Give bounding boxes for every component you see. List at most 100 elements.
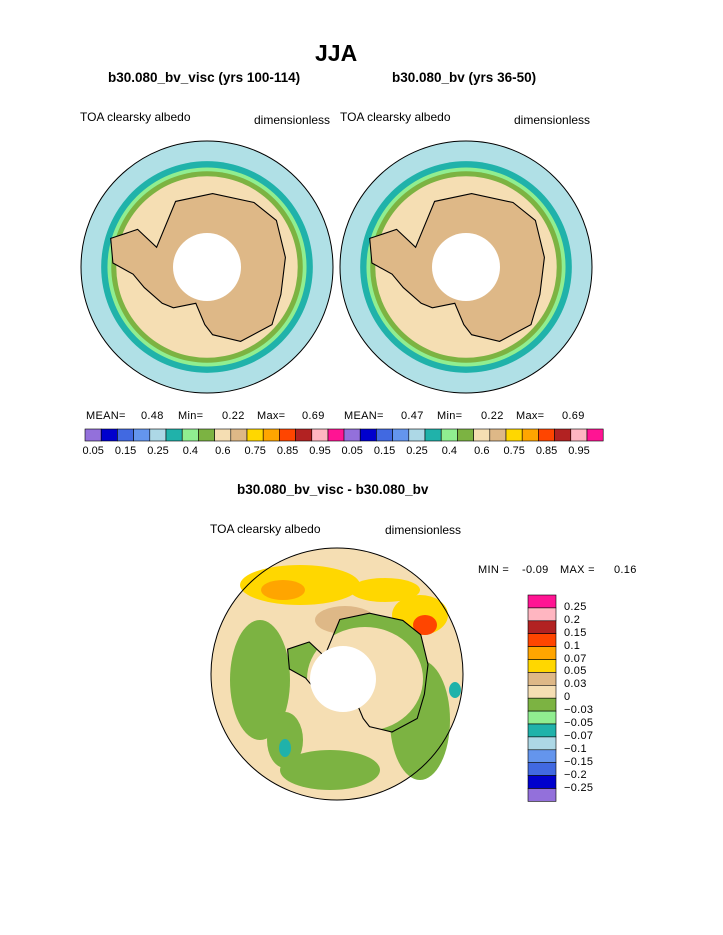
colorbar-tick-label: 0.75 [503, 445, 525, 457]
colorbar-tick-label: 0.85 [276, 445, 299, 457]
difference-colorbar-swatch-14 [527, 775, 557, 789]
panel-1-title: b30.080_bv_visc (yrs 100-114) [108, 70, 301, 85]
difference-colorbar-swatch-12 [527, 749, 557, 763]
difference-colorbar-tick-label: 0.15 [564, 626, 587, 639]
difference-colorbar-swatch-8 [527, 697, 557, 712]
difference-blob-2 [350, 578, 420, 602]
panel-3-left-label: TOA clearsky albedo [210, 522, 321, 536]
difference-colorbar-swatch-7 [527, 684, 557, 699]
difference-colorbar-tick-label: 0.03 [564, 678, 587, 691]
colorbar-swatch-2-6 [440, 428, 458, 442]
panel-2-min-label: Min= [437, 410, 463, 422]
colorbar-swatch-2-7 [457, 428, 474, 442]
difference-colorbar-tick-label: 0.2 [564, 613, 581, 626]
colorbar-swatch-2-15 [586, 428, 604, 442]
difference-colorbar-tick-label: −0.05 [564, 717, 594, 729]
colorbar-tick-label: 0.15 [373, 445, 396, 457]
colorbar-swatch-1-9 [230, 428, 248, 442]
panel-2-mean-label: MEAN= [344, 410, 384, 422]
difference-colorbar-tick-label: 0 [564, 691, 571, 704]
panel-3-right-label: dimensionless [385, 523, 462, 537]
difference-colorbar-tick-label: 0.1 [564, 639, 581, 652]
colorbar-swatch-1-3 [133, 428, 151, 442]
panel-2-left-label: TOA clearsky albedo [340, 110, 451, 124]
panel-2-max-value: 0.69 [562, 410, 585, 422]
map-border [210, 547, 464, 801]
difference-colorbar-tick-label: −0.2 [564, 768, 587, 781]
colorbar-tick-label: 0.75 [244, 445, 266, 457]
difference-blob-7 [230, 620, 290, 740]
colorbar-swatch-2-11 [521, 428, 539, 442]
colorbar-tick-label: 0.95 [309, 445, 331, 457]
difference-blob-11 [449, 682, 461, 698]
difference-colorbar-tick-label: 0.05 [564, 665, 587, 678]
colorbar-tick-label: 0.25 [406, 445, 428, 457]
panel-1-min-label: Min= [178, 410, 204, 422]
panel-1-min-value: 0.22 [222, 410, 245, 422]
map-panel-3 [210, 547, 464, 801]
colorbar-swatch-2-8 [473, 428, 491, 442]
panel-3-title: b30.080_bv_visc - b30.080_bv [237, 482, 429, 497]
difference-colorbar-swatch-6 [527, 672, 557, 686]
colorbar-tick-label: 0.6 [215, 445, 231, 457]
colorbar-swatch-1-6 [181, 428, 199, 442]
colorbar-swatch-2-14 [570, 428, 588, 442]
colorbar-swatch-1-7 [198, 428, 215, 442]
panel-1-right-label: dimensionless [254, 113, 331, 127]
panel-2-min-value: 0.22 [481, 410, 504, 422]
colorbar-tick-label: 0.25 [147, 445, 169, 457]
page-title: JJA [315, 40, 358, 66]
colorbar-swatch-1-14 [311, 428, 329, 442]
colorbar-swatch-1-8 [214, 428, 232, 442]
panel-1-mean-value: 0.48 [141, 410, 164, 422]
difference-colorbar-swatch-15 [527, 788, 557, 802]
colorbar-tick-label: 0.95 [568, 445, 590, 457]
polar-data-gap [310, 646, 376, 712]
colorbar-swatch-1-13 [295, 428, 313, 442]
difference-blob-1 [261, 580, 305, 600]
colorbar-swatch-2-13 [554, 428, 572, 442]
difference-colorbar-tick-label: −0.07 [564, 729, 594, 742]
colorbar-swatch-1-11 [262, 428, 280, 442]
colorbar-tick-label: 0.05 [82, 445, 104, 457]
coastline [110, 193, 286, 342]
difference-colorbar-swatch-2 [527, 620, 557, 634]
colorbar-swatch-2-2 [376, 428, 393, 442]
colorbar-swatch-2-3 [392, 428, 410, 442]
difference-colorbar-swatch-1 [527, 607, 557, 622]
difference-colorbar-swatch-9 [527, 710, 557, 725]
difference-colorbar-tick-label: −0.25 [564, 781, 594, 794]
difference-colorbar-swatch-10 [527, 723, 557, 738]
panel-2-right-label: dimensionless [514, 113, 591, 127]
colorbar-swatch-1-2 [117, 428, 134, 442]
panel-1-left-label: TOA clearsky albedo [80, 110, 191, 124]
difference-colorbar-swatch-4 [527, 646, 557, 660]
panel-2-max-label: Max= [516, 410, 545, 422]
difference-colorbar-swatch-0 [527, 594, 557, 609]
colorbar-swatch-2-12 [538, 428, 555, 442]
colorbar-swatch-2-5 [424, 428, 442, 442]
difference-blob-4 [413, 615, 437, 635]
difference-blob-10 [279, 739, 291, 757]
map-panel-1 [80, 140, 334, 394]
colorbar-swatch-1-0 [84, 428, 102, 442]
map-border [339, 140, 593, 394]
colorbar-swatch-1-12 [279, 428, 296, 442]
colorbar-tick-label: 0.05 [341, 445, 363, 457]
difference-colorbar-swatch-3 [527, 633, 557, 647]
colorbar-tick-label: 0.15 [114, 445, 137, 457]
difference-blob-12 [280, 750, 380, 790]
polar-data-gap [432, 233, 500, 301]
colorbar-swatch-2-10 [505, 428, 523, 442]
polar-data-gap [173, 233, 241, 301]
colorbar-swatch-1-1 [100, 428, 118, 442]
difference-colorbar-tick-label: −0.03 [564, 704, 594, 717]
colorbar-tick-label: 0.85 [535, 445, 558, 457]
difference-colorbar-swatch-5 [527, 659, 557, 673]
colorbar-swatch-2-0 [343, 428, 361, 442]
difference-colorbar-tick-label: −0.15 [564, 755, 594, 768]
panel-2-title: b30.080_bv (yrs 36-50) [392, 70, 537, 85]
panel-1-max-label: Max= [257, 410, 286, 422]
panel-3-min-label: MIN = [478, 564, 510, 576]
